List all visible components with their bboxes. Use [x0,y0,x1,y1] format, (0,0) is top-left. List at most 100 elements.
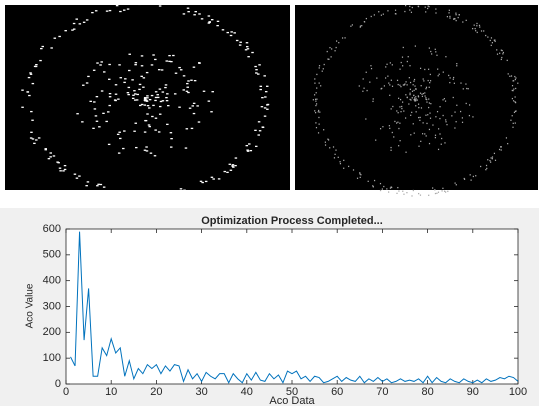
edge-dot [151,95,154,96]
edge-dot [342,37,343,38]
edge-dot [31,120,34,121]
edge-dot [128,87,130,88]
edge-dot [465,83,466,84]
edge-dot [454,111,455,112]
edge-dot [254,66,257,67]
edge-dot [262,127,265,128]
edge-dot [507,143,508,144]
edge-dot [92,128,95,129]
edge-dot [196,105,199,106]
edge-dot [232,167,235,168]
edge-dot [425,99,426,100]
edge-dot [491,45,492,46]
edge-dot [453,77,454,78]
edge-dot [170,61,173,62]
edge-dot [96,62,99,63]
edge-dot [502,53,503,54]
edge-dot [515,88,516,89]
edge-dot [264,96,267,97]
edge-dot [499,53,500,54]
edge-dot [114,99,117,100]
edge-dot [21,107,24,108]
edge-dot [159,88,162,89]
edge-dot [108,64,111,65]
edge-dot [405,152,406,153]
edge-dot [503,52,504,53]
edge-dot [211,177,214,178]
edge-dot [439,106,440,107]
edge-dot [413,190,414,191]
edge-dot [86,19,89,20]
edge-dot [230,35,233,36]
edge-dot [387,76,388,77]
edge-dot [423,78,424,79]
edge-dot [401,106,402,107]
edge-dot [432,187,433,188]
edge-dot [420,117,421,118]
edge-dot [185,147,188,148]
edge-dot [443,71,444,72]
edge-dot [429,112,430,113]
edge-dot [421,94,422,95]
edge-dot [183,190,186,191]
edge-dot [407,61,408,62]
edge-dot [239,42,242,43]
x-tick-label: 40 [241,386,253,398]
edge-dot [39,60,42,61]
edge-dot [464,179,465,180]
edge-dot [403,47,404,48]
edge-dot [139,84,142,85]
edge-dot [334,157,335,158]
edge-dot [170,138,173,139]
edge-dot [418,96,419,97]
edge-dot [319,65,320,66]
edge-dot [442,99,443,100]
edge-dot [466,103,467,104]
edge-dot [475,175,476,176]
edge-dot [50,152,53,153]
edge-dot [198,13,201,14]
edge-dot [469,115,470,116]
edge-dot [359,85,360,86]
edge-dot [466,20,467,21]
edge-dot [154,129,157,130]
edge-dot [255,69,258,70]
edge-dot [427,114,428,115]
edge-dot [483,30,484,31]
edge-dot [64,169,67,170]
edge-dot [127,8,129,9]
edge-dot [107,111,110,112]
edge-dot [492,156,493,157]
edge-dot [32,138,35,139]
edge-dot [146,113,149,114]
edge-dot [187,92,190,93]
edge-dot [73,29,76,30]
edge-dot [487,159,488,160]
edge-dot [397,122,398,123]
edge-dot [515,122,516,123]
edge-dot [186,91,189,92]
edge-dot [435,8,436,9]
edge-dot [259,130,262,131]
edge-dot [515,79,516,80]
edge-dot [415,89,416,90]
x-tick-label: 20 [150,386,162,398]
edge-dot [200,181,203,182]
edge-dot [472,28,473,29]
edge-dot [327,58,328,59]
edge-dot [131,79,134,80]
edge-dot [226,172,229,173]
edge-dot [178,194,181,195]
edge-dot [261,97,264,98]
edge-dot [259,89,262,90]
edge-dot [515,96,516,97]
edge-dot [94,108,97,109]
edge-dot [29,72,32,73]
edge-dot [435,135,436,136]
edge-dot [144,150,147,151]
edge-dot [78,175,81,176]
edge-dot [239,44,242,45]
edge-dot [398,145,399,146]
edge-dot [391,187,392,188]
edge-dot [376,77,377,78]
